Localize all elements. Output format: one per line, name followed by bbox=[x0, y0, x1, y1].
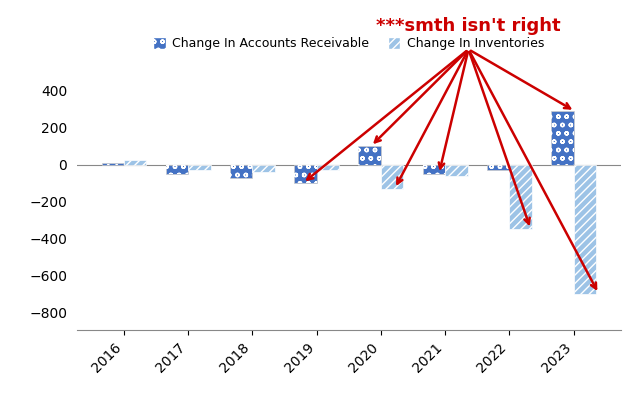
Bar bbox=[551, 111, 573, 165]
Bar bbox=[230, 165, 252, 178]
Bar bbox=[317, 165, 339, 170]
Bar bbox=[294, 165, 317, 183]
Legend: Change In Accounts Receivable, Change In Inventories: Change In Accounts Receivable, Change In… bbox=[148, 32, 549, 55]
Bar bbox=[422, 165, 445, 174]
Bar bbox=[573, 165, 596, 294]
Bar bbox=[445, 165, 468, 176]
Bar bbox=[166, 165, 188, 174]
Bar bbox=[381, 165, 403, 189]
Bar bbox=[487, 165, 509, 170]
Bar bbox=[294, 165, 317, 183]
Bar bbox=[551, 111, 573, 165]
Bar bbox=[124, 160, 147, 165]
Bar bbox=[358, 146, 381, 165]
Bar bbox=[358, 146, 381, 165]
Bar bbox=[509, 165, 532, 229]
Bar bbox=[102, 163, 124, 165]
Bar bbox=[188, 165, 211, 170]
Bar bbox=[230, 165, 252, 178]
Bar bbox=[422, 165, 445, 174]
Bar bbox=[487, 165, 509, 170]
Text: ***smth isn't right: ***smth isn't right bbox=[376, 17, 561, 35]
Bar bbox=[252, 165, 275, 172]
Bar bbox=[166, 165, 188, 174]
Bar bbox=[102, 163, 124, 165]
